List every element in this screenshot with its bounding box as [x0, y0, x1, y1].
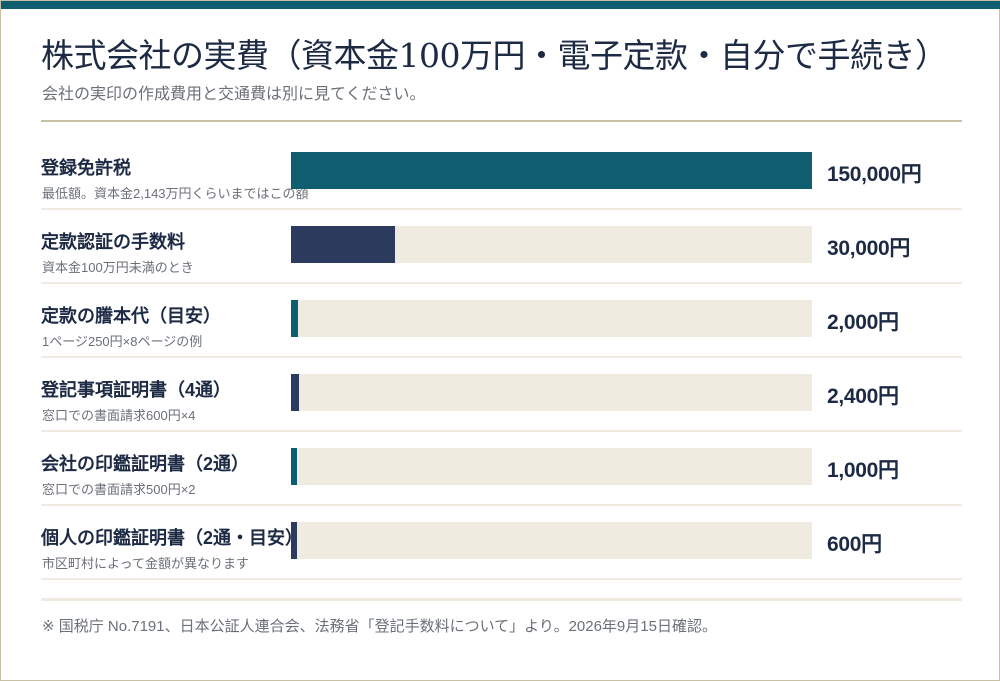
- bar-value-label: 2,400円: [827, 385, 899, 408]
- bar-label: 会社の印鑑証明書（2通）: [41, 454, 250, 474]
- bar-fill: [291, 448, 297, 485]
- footer-divider: [41, 598, 962, 601]
- bar-track: [291, 152, 812, 189]
- bar-label: 登録免許税: [41, 158, 131, 178]
- chart-subtitle: 会社の実印の作成費用と交通費は別に見てください。: [42, 86, 426, 103]
- bar-value-label: 600円: [827, 533, 882, 556]
- bar-label: 定款認証の手数料: [41, 232, 185, 252]
- bar-value-label: 2,000円: [827, 311, 899, 334]
- bar-value-label: 150,000円: [827, 163, 922, 186]
- bar-value-label: 30,000円: [827, 237, 911, 260]
- bar-row: 個人の印鑑証明書（2通・目安） 市区町村によって金額が異なります 600円: [41, 504, 962, 580]
- bar-row: 登記事項証明書（4通） 窓口での書面請求600円×4 2,400円: [41, 356, 962, 432]
- chart-title: 株式会社の実費（資本金100万円・電子定款・自分で手続き）: [41, 36, 948, 75]
- bar-row: 定款認証の手数料資本金100万円未満のとき 30,000円: [41, 208, 962, 284]
- bar-track: [291, 448, 812, 485]
- bar-note: 窓口での書面請求500円×2: [42, 482, 196, 497]
- bar-fill: [291, 300, 298, 337]
- top-accent-bar: [1, 1, 1000, 9]
- bar-note: 資本金100万円未満のとき: [42, 260, 194, 275]
- bar-track: [291, 374, 812, 411]
- bar-note: 市区町村によって金額が異なります: [42, 556, 249, 571]
- bar-fill: [291, 226, 395, 263]
- bar-label: 登記事項証明書（4通）: [41, 380, 232, 400]
- bar-track: [291, 226, 812, 263]
- bar-note: 窓口での書面請求600円×4: [42, 408, 196, 423]
- bar-row: 定款の謄本代（目安） 1ページ250円×8ページの例 2,000円: [41, 282, 962, 358]
- bar-track: [291, 522, 812, 559]
- bar-track: [291, 300, 812, 337]
- bar-label: 定款の謄本代（目安）: [41, 306, 221, 326]
- bar-value-label: 1,000円: [827, 459, 899, 482]
- bar-row: 会社の印鑑証明書（2通） 窓口での書面請求500円×2 1,000円: [41, 430, 962, 506]
- source-note: ※ 国税庁 No.7191、日本公証人連合会、法務省「登記手数料について」より。…: [42, 618, 717, 635]
- bar-row: 登録免許税最低額。資本金2,143万円くらいまではこの額 150,000円: [41, 134, 962, 210]
- bar-label: 個人の印鑑証明書（2通・目安）: [41, 528, 304, 548]
- bar-fill: [291, 152, 812, 189]
- bar-fill: [291, 374, 299, 411]
- bar-note: 1ページ250円×8ページの例: [42, 334, 203, 349]
- header-divider: [41, 120, 962, 122]
- bar-note: 最低額。資本金2,143万円くらいまではこの額: [42, 186, 309, 201]
- bar-fill: [291, 522, 297, 559]
